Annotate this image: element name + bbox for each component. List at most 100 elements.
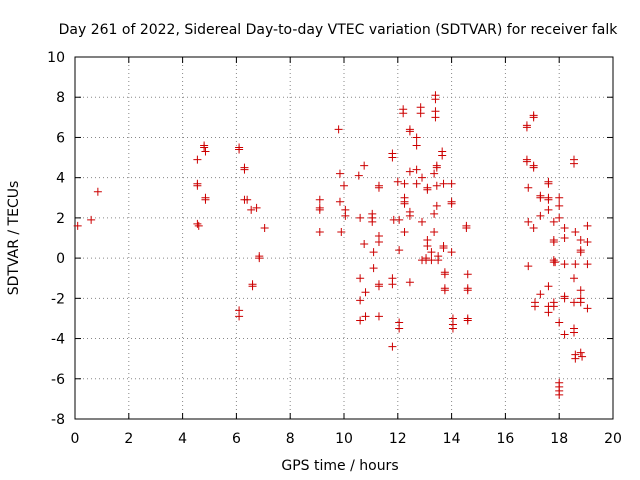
data-point (551, 258, 560, 267)
data-point (240, 165, 249, 174)
x-tick-label: 14 (443, 431, 461, 447)
data-point (252, 203, 261, 212)
data-point (430, 209, 439, 218)
data-point (337, 227, 346, 236)
data-point (560, 330, 569, 339)
data-point (439, 179, 448, 188)
data-point (405, 167, 414, 176)
data-point (87, 215, 96, 224)
y-tick-labels: -8 -6 -4 -2 0 2 4 6 8 10 (47, 50, 65, 428)
data-point (431, 95, 440, 104)
data-point (536, 211, 545, 220)
x-tick-label: 12 (389, 431, 407, 447)
data-point (361, 312, 370, 321)
data-point (440, 286, 449, 295)
data-point (374, 282, 383, 291)
data-point (432, 201, 441, 210)
data-point (201, 195, 210, 204)
data-point (405, 127, 414, 136)
data-point (201, 147, 210, 156)
data-point (315, 227, 324, 236)
data-point (255, 254, 264, 263)
data-point (522, 123, 531, 132)
data-point (388, 153, 397, 162)
data-point (400, 227, 409, 236)
data-point (555, 193, 564, 202)
data-point (583, 221, 592, 230)
x-tick-labels: 0 2 4 6 8 10 12 14 16 18 20 (71, 431, 622, 447)
data-point (93, 187, 102, 196)
data-point (412, 133, 421, 142)
data-point (529, 113, 538, 122)
data-point (536, 290, 545, 299)
data-point (418, 217, 427, 226)
data-point (360, 161, 369, 170)
data-point (416, 109, 425, 118)
x-tick-label: 18 (550, 431, 568, 447)
y-tick-label: 6 (56, 130, 65, 146)
data-point (463, 286, 472, 295)
data-point (341, 211, 350, 220)
data-point (578, 352, 587, 361)
data-point (576, 236, 585, 245)
data-point (463, 316, 472, 325)
data-point (432, 163, 441, 172)
data-point (571, 354, 580, 363)
data-point (576, 298, 585, 307)
y-tick-label: 2 (56, 211, 65, 227)
data-points (73, 91, 592, 399)
y-tick-label: -4 (51, 332, 65, 348)
data-point (361, 288, 370, 297)
data-point (356, 213, 365, 222)
data-point (335, 169, 344, 178)
data-point (369, 248, 378, 257)
data-point (583, 238, 592, 247)
data-point (412, 141, 421, 150)
data-point (544, 205, 553, 214)
data-point (439, 244, 448, 253)
y-tick-label: -8 (51, 412, 65, 428)
data-point (522, 157, 531, 166)
data-point (194, 221, 203, 230)
data-point (462, 223, 471, 232)
data-point (440, 270, 449, 279)
data-point (235, 145, 244, 154)
x-tick-label: 16 (496, 431, 514, 447)
data-point (412, 165, 421, 174)
data-point (555, 318, 564, 327)
data-point (374, 312, 383, 321)
data-point (549, 217, 558, 226)
data-point (571, 260, 580, 269)
data-point (193, 181, 202, 190)
data-point (368, 217, 377, 226)
data-point (524, 217, 533, 226)
data-point (248, 282, 257, 291)
data-point (315, 195, 324, 204)
data-point (73, 221, 82, 230)
data-point (412, 179, 421, 188)
data-point (549, 238, 558, 247)
data-point (438, 151, 447, 160)
axis-ticks (74, 56, 614, 420)
data-point (536, 193, 545, 202)
data-point (334, 125, 343, 134)
data-point (418, 173, 427, 182)
data-point (354, 171, 363, 180)
data-point (427, 248, 436, 257)
data-point (571, 227, 580, 236)
data-point (431, 113, 440, 122)
data-point (374, 183, 383, 192)
data-point (422, 254, 431, 263)
data-point (529, 223, 538, 232)
y-tick-label: 10 (47, 50, 65, 66)
data-point (447, 248, 456, 257)
data-point (260, 223, 269, 232)
data-point (393, 177, 402, 186)
data-point (315, 205, 324, 214)
data-point (356, 274, 365, 283)
data-point (560, 223, 569, 232)
y-tick-label: 8 (56, 90, 65, 106)
data-point (395, 215, 404, 224)
data-point (544, 282, 553, 291)
